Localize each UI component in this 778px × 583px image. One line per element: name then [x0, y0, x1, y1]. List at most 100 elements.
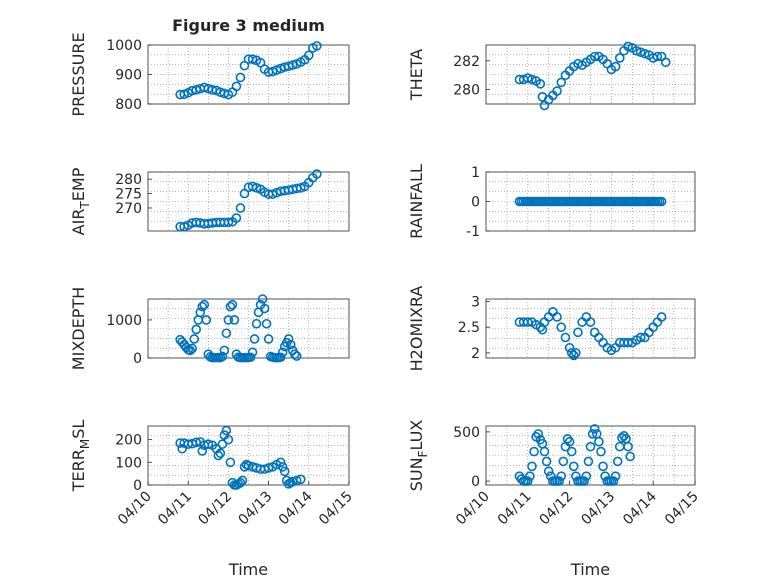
data-point	[251, 318, 262, 329]
data-point	[229, 315, 240, 325]
data-point	[560, 332, 571, 343]
data-point	[527, 74, 537, 85]
subplot-5: 0 1000 MIXDEPTH	[69, 287, 350, 370]
subplot-6: 2 2.5 3 H2OMIXRA	[407, 286, 696, 372]
data-point	[275, 352, 286, 363]
data-point	[660, 57, 671, 68]
data-point	[191, 437, 202, 448]
data-point	[197, 446, 208, 456]
data-point	[247, 347, 258, 358]
data-point	[221, 425, 232, 436]
data-point	[527, 461, 537, 472]
data-point	[566, 348, 577, 358]
data-point	[556, 471, 567, 481]
data-point	[263, 334, 274, 344]
data-point	[177, 443, 187, 454]
data-point	[656, 312, 667, 322]
data-point	[635, 332, 646, 343]
y-tick-label: -1	[466, 224, 480, 240]
y-axis-label: H2OMIXRA	[407, 286, 426, 372]
y-tick-label: 2	[471, 346, 480, 362]
data-point	[554, 476, 564, 486]
data-point	[312, 41, 322, 51]
data-point	[291, 475, 302, 486]
y-tick-label: 2.5	[458, 320, 480, 336]
data-point	[199, 299, 210, 310]
y-tick-label: 280	[115, 172, 142, 188]
data-point	[187, 343, 198, 354]
data-point	[277, 462, 288, 472]
y-axis-label: PRESSURE	[69, 32, 88, 116]
data-point	[635, 47, 646, 57]
data-point	[295, 474, 306, 485]
data-point	[568, 350, 579, 361]
y-tick-label: 1000	[106, 313, 142, 329]
y-tick-label: 270	[115, 201, 142, 217]
data-point	[289, 349, 300, 359]
data-point	[585, 441, 596, 452]
y-axis-label: TERRMSL	[69, 420, 92, 493]
y-axis-label: RAINFALL	[407, 164, 426, 239]
data-point	[541, 456, 552, 467]
data-point	[261, 318, 272, 329]
data-point	[610, 61, 621, 72]
data-point	[614, 53, 625, 63]
data-point	[312, 169, 322, 179]
data-point	[533, 429, 544, 439]
data-point	[249, 334, 260, 344]
x-axis-label: Time	[570, 560, 610, 579]
y-tick-label: 282	[453, 54, 480, 70]
data-point	[623, 441, 633, 452]
y-axis-label: AIRTEMP	[69, 167, 92, 235]
data-point	[566, 446, 577, 457]
data-point	[189, 334, 200, 344]
data-point	[522, 73, 533, 83]
data-series	[175, 41, 322, 100]
data-point	[235, 477, 246, 488]
data-point	[608, 476, 619, 486]
data-point	[285, 339, 296, 350]
data-series	[514, 424, 636, 486]
data-point	[263, 463, 274, 473]
data-series	[514, 41, 671, 111]
data-point	[529, 446, 539, 457]
y-tick-label: 200	[115, 433, 142, 449]
data-point	[552, 86, 562, 96]
data-point	[279, 466, 290, 477]
y-axis-label: SUNFLUX	[407, 420, 430, 492]
data-point	[594, 436, 604, 447]
data-point	[579, 476, 590, 486]
data-point	[217, 439, 228, 449]
data-point	[195, 307, 206, 318]
data-point	[583, 456, 594, 467]
data-point	[589, 51, 600, 62]
data-point	[585, 317, 596, 327]
data-point	[556, 322, 567, 333]
data-point	[535, 79, 546, 89]
data-point	[217, 351, 228, 362]
y-tick-label: 100	[115, 455, 142, 471]
data-point	[277, 347, 288, 358]
data-point	[219, 345, 230, 356]
y-tick-label: 0	[133, 478, 142, 494]
y-tick-label: 1000	[106, 38, 142, 54]
data-point	[221, 328, 232, 339]
data-point	[235, 203, 246, 213]
data-point	[596, 446, 606, 457]
data-point	[203, 439, 214, 449]
y-tick-label: 0	[471, 195, 480, 211]
data-point	[247, 54, 258, 64]
y-tick-label: 275	[115, 187, 142, 203]
y-tick-label: 900	[115, 68, 142, 84]
data-point	[225, 301, 236, 312]
data-point	[610, 471, 621, 481]
data-point	[287, 60, 298, 70]
data-point	[612, 456, 623, 467]
data-series	[175, 169, 322, 232]
y-axis-label: THETA	[407, 49, 426, 101]
data-point	[573, 327, 583, 338]
y-tick-label: 3	[471, 295, 480, 311]
